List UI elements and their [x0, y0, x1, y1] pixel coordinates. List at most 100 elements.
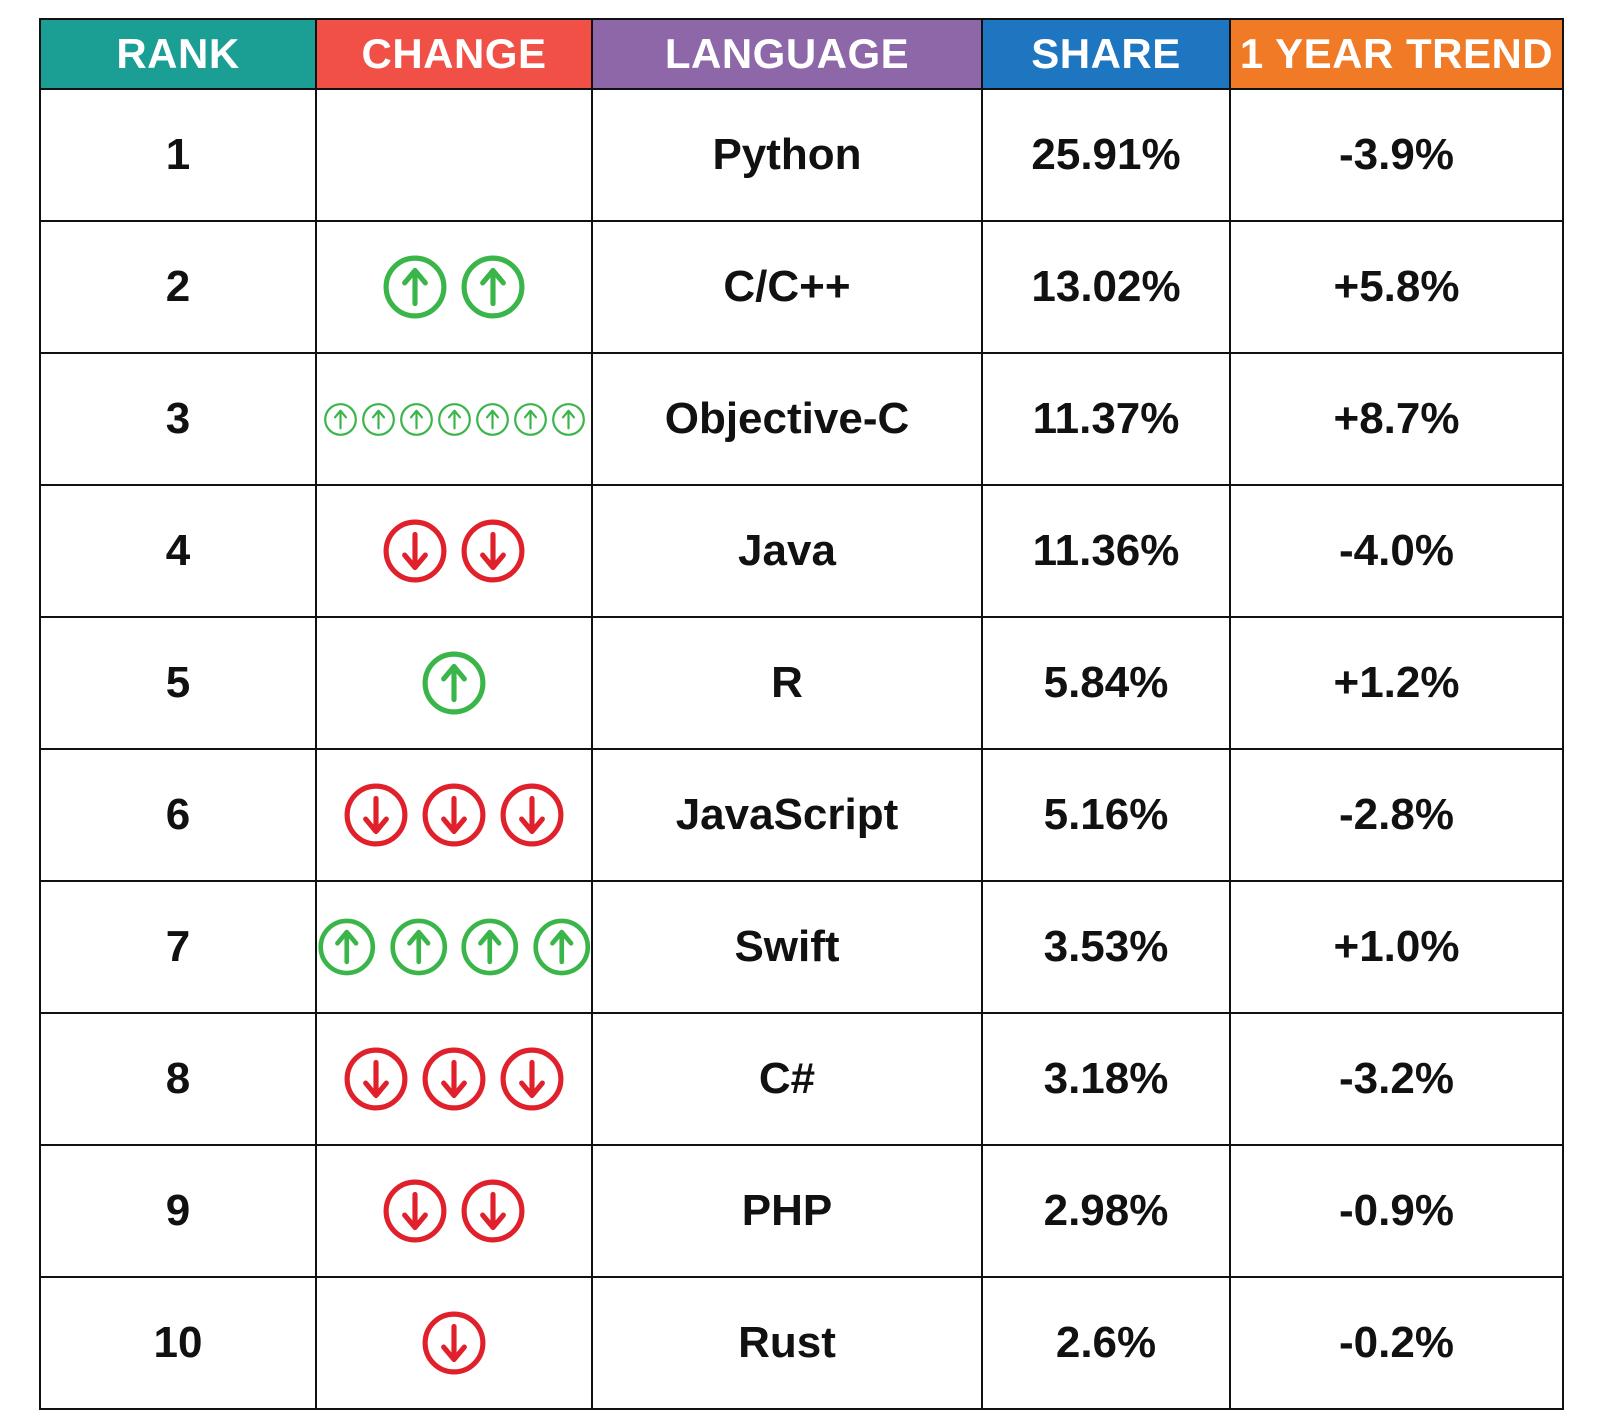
- language-cell: Objective-C: [591, 352, 983, 486]
- trend-cell: -4.0%: [1229, 484, 1564, 618]
- language-cell: PHP: [591, 1144, 983, 1278]
- language-cell: JavaScript: [591, 748, 983, 882]
- table-row: 2 C/C++ 13.02% +5.8%: [39, 220, 1564, 354]
- rank-cell: 3: [39, 352, 317, 486]
- change-icons: [317, 650, 591, 716]
- arrow-up-circle-icon: [361, 402, 395, 436]
- arrow-up-circle-icon: [389, 918, 447, 976]
- share-cell: 11.36%: [981, 484, 1231, 618]
- share-cell: 11.37%: [981, 352, 1231, 486]
- language-cell: Java: [591, 484, 983, 618]
- arrow-up-circle-icon: [422, 651, 486, 715]
- trend-cell: -2.8%: [1229, 748, 1564, 882]
- change-cell: [315, 484, 593, 618]
- arrow-down-circle-icon: [500, 783, 564, 847]
- rank-cell: 7: [39, 880, 317, 1014]
- arrow-up-circle-icon: [383, 255, 447, 319]
- header-language: LANGUAGE: [591, 18, 983, 90]
- trend-cell: +1.2%: [1229, 616, 1564, 750]
- table-row: 4 Java 11.36% -4.0%: [39, 484, 1564, 618]
- arrow-up-circle-icon: [532, 918, 590, 976]
- table-row: 6 JavaScript 5.16% -2.8%: [39, 748, 1564, 882]
- language-cell: C#: [591, 1012, 983, 1146]
- arrow-down-circle-icon: [344, 1047, 408, 1111]
- change-cell: [315, 880, 593, 1014]
- table-row: 1 Python 25.91% -3.9%: [39, 88, 1564, 222]
- share-cell: 3.53%: [981, 880, 1231, 1014]
- arrow-down-circle-icon: [461, 519, 525, 583]
- rank-cell: 8: [39, 1012, 317, 1146]
- arrow-down-circle-icon: [383, 519, 447, 583]
- rank-cell: 9: [39, 1144, 317, 1278]
- language-ranking-table: RANK CHANGE LANGUAGE SHARE 1 YEAR TREND 1 Pyt…: [39, 18, 1564, 1410]
- share-cell: 5.16%: [981, 748, 1231, 882]
- change-icons: [317, 1310, 591, 1376]
- trend-cell: +1.0%: [1229, 880, 1564, 1014]
- change-icons: [317, 402, 591, 437]
- change-icons: [317, 1178, 591, 1244]
- rank-cell: 10: [39, 1276, 317, 1410]
- table-row: 10 Rust 2.6% -0.2%: [39, 1276, 1564, 1410]
- table-row: 3 Objective-C 11.37% +8.7%: [39, 352, 1564, 486]
- arrow-down-circle-icon: [422, 1311, 486, 1375]
- share-cell: 2.6%: [981, 1276, 1231, 1410]
- change-icons: [317, 914, 591, 980]
- header-row: RANK CHANGE LANGUAGE SHARE 1 YEAR TREND: [39, 18, 1564, 90]
- arrow-up-circle-icon: [513, 402, 547, 436]
- arrow-up-circle-icon: [461, 918, 519, 976]
- trend-cell: -0.2%: [1229, 1276, 1564, 1410]
- header-share: SHARE: [981, 18, 1231, 90]
- arrow-down-circle-icon: [422, 783, 486, 847]
- rank-cell: 4: [39, 484, 317, 618]
- header-trend: 1 YEAR TREND: [1229, 18, 1564, 90]
- share-cell: 2.98%: [981, 1144, 1231, 1278]
- header-change: CHANGE: [315, 18, 593, 90]
- arrow-up-circle-icon: [461, 255, 525, 319]
- change-icons: [317, 782, 591, 848]
- arrow-down-circle-icon: [344, 783, 408, 847]
- share-cell: 5.84%: [981, 616, 1231, 750]
- arrow-down-circle-icon: [422, 1047, 486, 1111]
- rank-cell: 2: [39, 220, 317, 354]
- share-cell: 25.91%: [981, 88, 1231, 222]
- arrow-up-circle-icon: [318, 918, 376, 976]
- change-cell: [315, 616, 593, 750]
- trend-cell: +8.7%: [1229, 352, 1564, 486]
- table-row: 7 Swift 3.53% +1.0%: [39, 880, 1564, 1014]
- change-cell: [315, 352, 593, 486]
- change-icons: [317, 518, 591, 584]
- change-icons: [317, 254, 591, 320]
- arrow-down-circle-icon: [383, 1179, 447, 1243]
- rank-cell: 1: [39, 88, 317, 222]
- trend-cell: +5.8%: [1229, 220, 1564, 354]
- arrow-up-circle-icon: [437, 402, 471, 436]
- language-cell: Swift: [591, 880, 983, 1014]
- trend-cell: -3.2%: [1229, 1012, 1564, 1146]
- table-row: 9 PHP 2.98% -0.9%: [39, 1144, 1564, 1278]
- change-icons: [317, 1046, 591, 1112]
- arrow-up-circle-icon: [551, 402, 585, 436]
- share-cell: 3.18%: [981, 1012, 1231, 1146]
- language-cell: Rust: [591, 1276, 983, 1410]
- arrow-up-circle-icon: [399, 402, 433, 436]
- arrow-up-circle-icon: [475, 402, 509, 436]
- language-cell: R: [591, 616, 983, 750]
- arrow-down-circle-icon: [500, 1047, 564, 1111]
- header-rank: RANK: [39, 18, 317, 90]
- trend-cell: -0.9%: [1229, 1144, 1564, 1278]
- rank-cell: 6: [39, 748, 317, 882]
- table-row: 5 R 5.84% +1.2%: [39, 616, 1564, 750]
- change-cell: [315, 220, 593, 354]
- arrow-up-circle-icon: [323, 402, 357, 436]
- change-cell: [315, 1276, 593, 1410]
- change-cell: [315, 88, 593, 222]
- trend-cell: -3.9%: [1229, 88, 1564, 222]
- change-cell: [315, 1012, 593, 1146]
- rank-cell: 5: [39, 616, 317, 750]
- table-row: 8 C# 3.18% -3.2%: [39, 1012, 1564, 1146]
- arrow-down-circle-icon: [461, 1179, 525, 1243]
- language-cell: Python: [591, 88, 983, 222]
- share-cell: 13.02%: [981, 220, 1231, 354]
- language-cell: C/C++: [591, 220, 983, 354]
- change-cell: [315, 1144, 593, 1278]
